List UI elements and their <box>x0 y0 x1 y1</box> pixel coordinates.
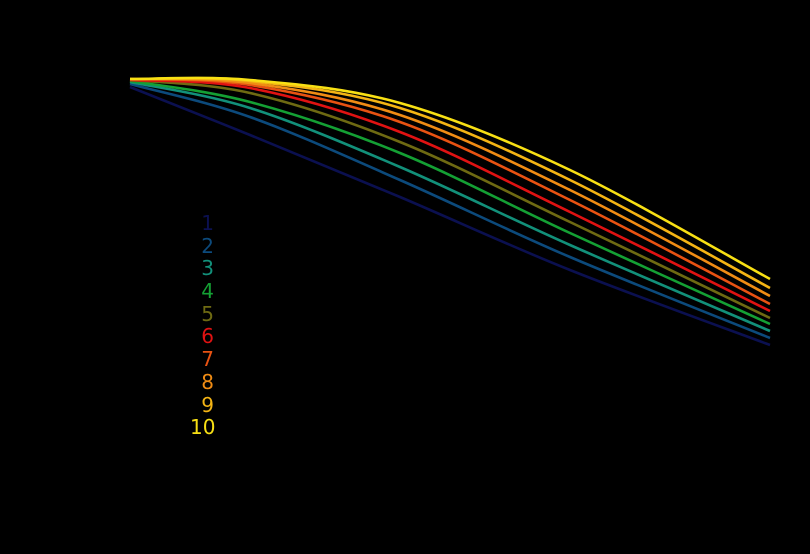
legend-item-2: 2 <box>201 233 214 258</box>
legend-item-3: 3 <box>201 256 214 281</box>
series-line-4 <box>129 79 771 326</box>
legend-item-7: 7 <box>201 347 214 372</box>
legend-item-5: 5 <box>201 301 214 326</box>
series-line-10 <box>129 76 771 281</box>
legend-item-4: 4 <box>201 279 214 304</box>
series-lines <box>129 76 771 347</box>
legend-item-9: 9 <box>201 392 214 417</box>
series-line-8 <box>129 77 771 298</box>
legend-item-1: 1 <box>201 211 214 235</box>
series-line-3 <box>129 80 771 333</box>
legend-item-6: 6 <box>201 324 214 349</box>
series-line-5 <box>129 78 771 320</box>
series-line-6 <box>129 78 771 313</box>
legend-item-10: 10 <box>190 415 216 440</box>
legend: 1 2 3 4 5 6 7 8 9 10 <box>190 212 240 439</box>
series-line-7 <box>129 77 771 306</box>
series-line-1 <box>129 85 771 347</box>
series-line-2 <box>129 82 771 340</box>
legend-item-8: 8 <box>201 369 214 394</box>
